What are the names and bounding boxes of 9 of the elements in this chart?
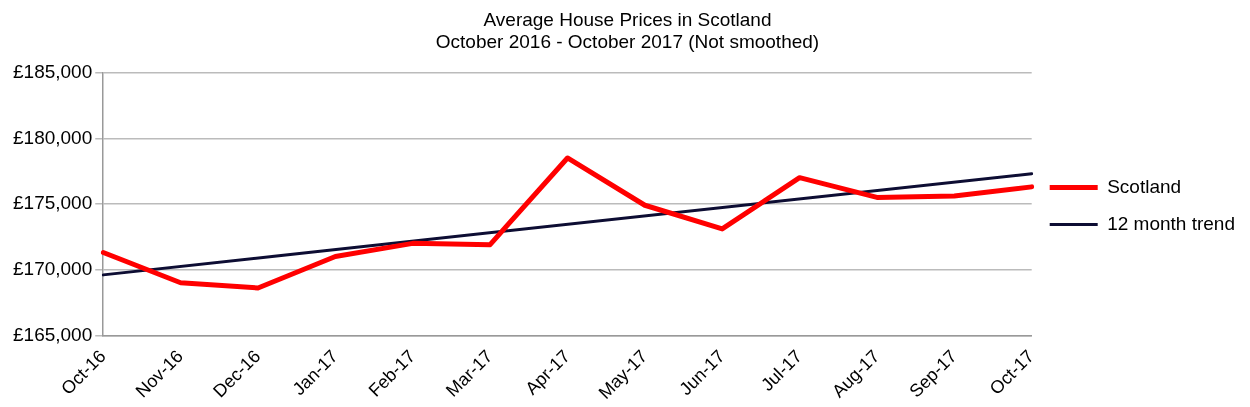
legend-label: Scotland bbox=[1107, 175, 1182, 197]
y-tick-label: £180,000 bbox=[13, 126, 93, 148]
chart-subtitle: October 2016 - October 2017 (Not smoothed) bbox=[435, 31, 820, 53]
chart-title: Average House Prices in Scotland bbox=[483, 8, 772, 30]
y-tick-label: £185,000 bbox=[13, 60, 93, 82]
y-tick-label: £170,000 bbox=[13, 257, 93, 279]
legend-label: 12 month trend bbox=[1107, 212, 1236, 234]
y-tick-label: £165,000 bbox=[13, 323, 93, 345]
y-tick-label: £175,000 bbox=[13, 192, 93, 214]
